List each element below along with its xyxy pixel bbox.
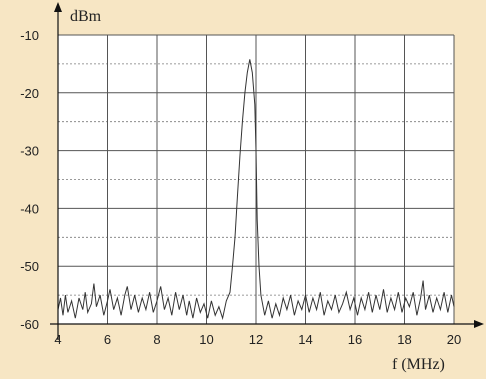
axes	[50, 2, 484, 340]
y-axis-title: dBm	[70, 8, 102, 25]
spectrum-trace	[57, 59, 455, 321]
series-layer	[57, 59, 455, 321]
x-tick-label: 20	[447, 332, 461, 347]
x-tick-label: 6	[104, 332, 111, 347]
x-axis-title: f (MHz)	[392, 356, 445, 373]
y-tick-label: -50	[20, 259, 39, 274]
x-tick-label: 10	[199, 332, 213, 347]
x-tick-label: 12	[249, 332, 263, 347]
x-tick-label: 8	[153, 332, 160, 347]
y-tick-label: -40	[20, 201, 39, 216]
y-tick-label: -10	[20, 28, 39, 43]
y-tick-label: -20	[20, 86, 39, 101]
x-tick-label: 14	[298, 332, 312, 347]
x-axis-arrow	[474, 320, 484, 328]
x-tick-label: 16	[348, 332, 362, 347]
y-axis-arrow	[54, 2, 62, 12]
x-tick-label: 18	[397, 332, 411, 347]
y-tick-label: -60	[20, 317, 39, 332]
y-tick-label: -30	[20, 144, 39, 159]
